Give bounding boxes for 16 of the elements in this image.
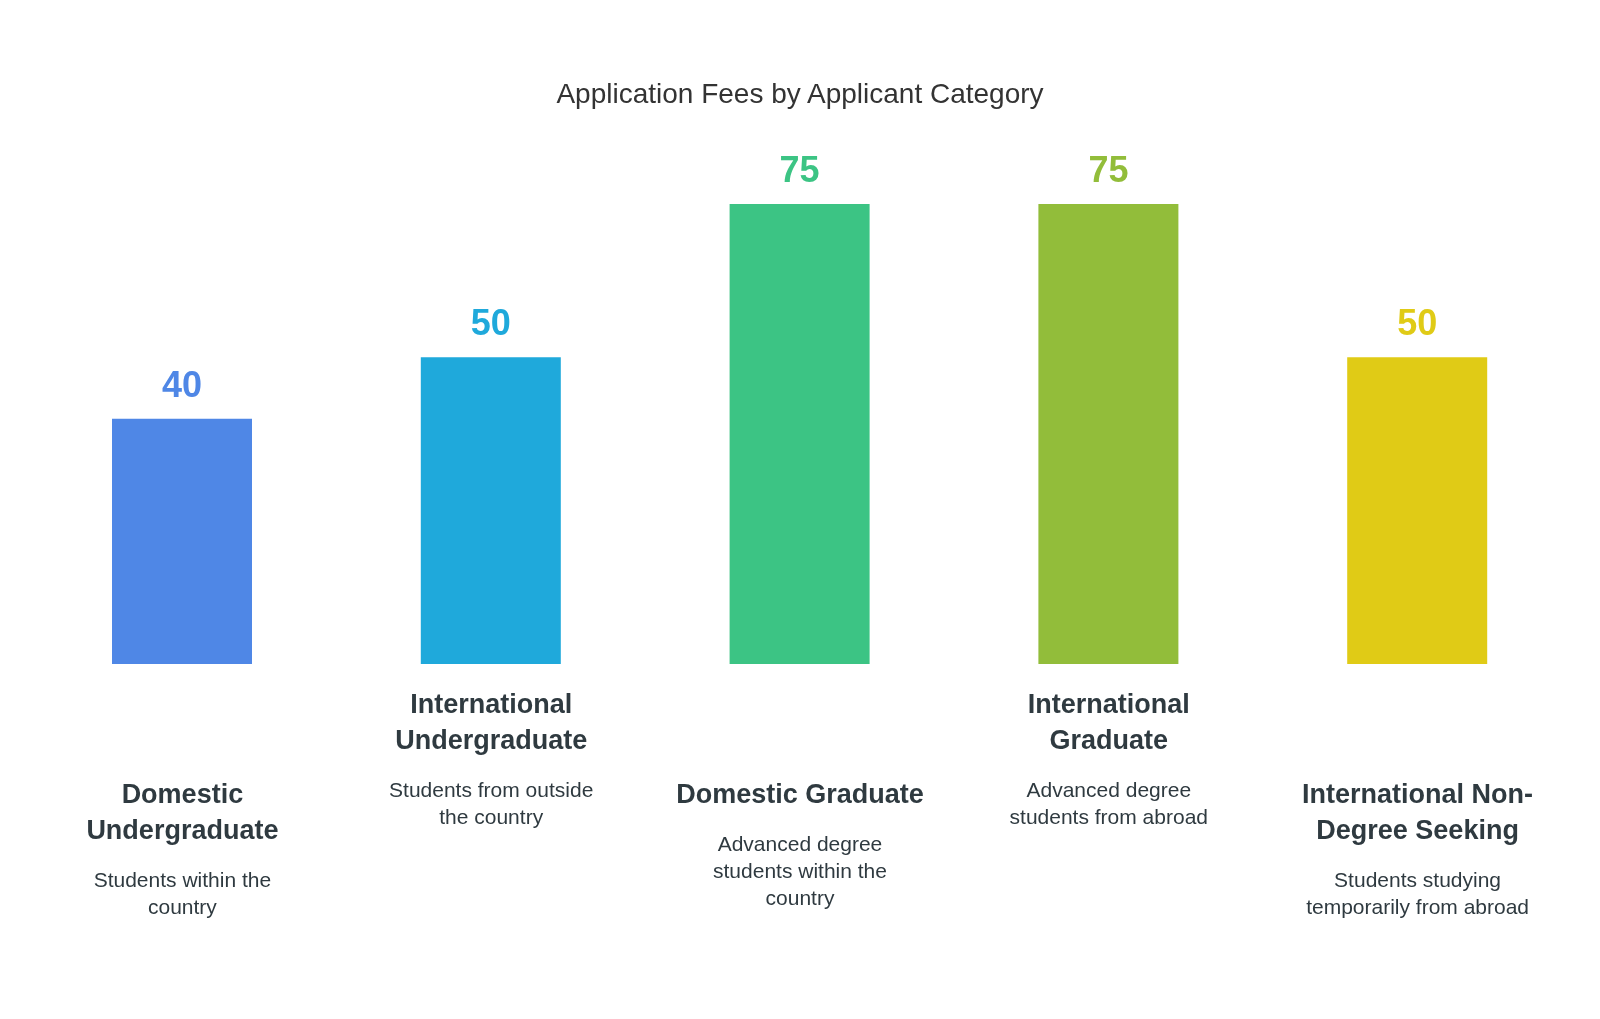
x-tick-label: Domestic Graduate xyxy=(676,779,924,809)
x-tick-label: International Graduate xyxy=(1027,689,1190,755)
data-label: 75 xyxy=(1088,149,1129,190)
x-tick-label: International Non-Degree Seeking xyxy=(1302,779,1534,845)
text: Advanced degree students within the country xyxy=(713,832,887,909)
data-label: 50 xyxy=(1397,302,1438,344)
text: Students within the country xyxy=(93,868,272,918)
text: Students from outside the country xyxy=(389,778,594,828)
data-label: 50 xyxy=(470,302,511,344)
data-label: 75 xyxy=(779,149,820,190)
chart-title: Application Fees by Applicant Category xyxy=(555,77,1045,111)
data-label: 40 xyxy=(161,363,203,405)
x-tick-label: International Undergraduate xyxy=(395,689,588,755)
text: Advanced degree students from abroad xyxy=(1009,778,1209,828)
x-tick-label: Domestic Undergraduate xyxy=(86,779,279,845)
text: Students studying temporarily from abroad xyxy=(1306,868,1530,918)
